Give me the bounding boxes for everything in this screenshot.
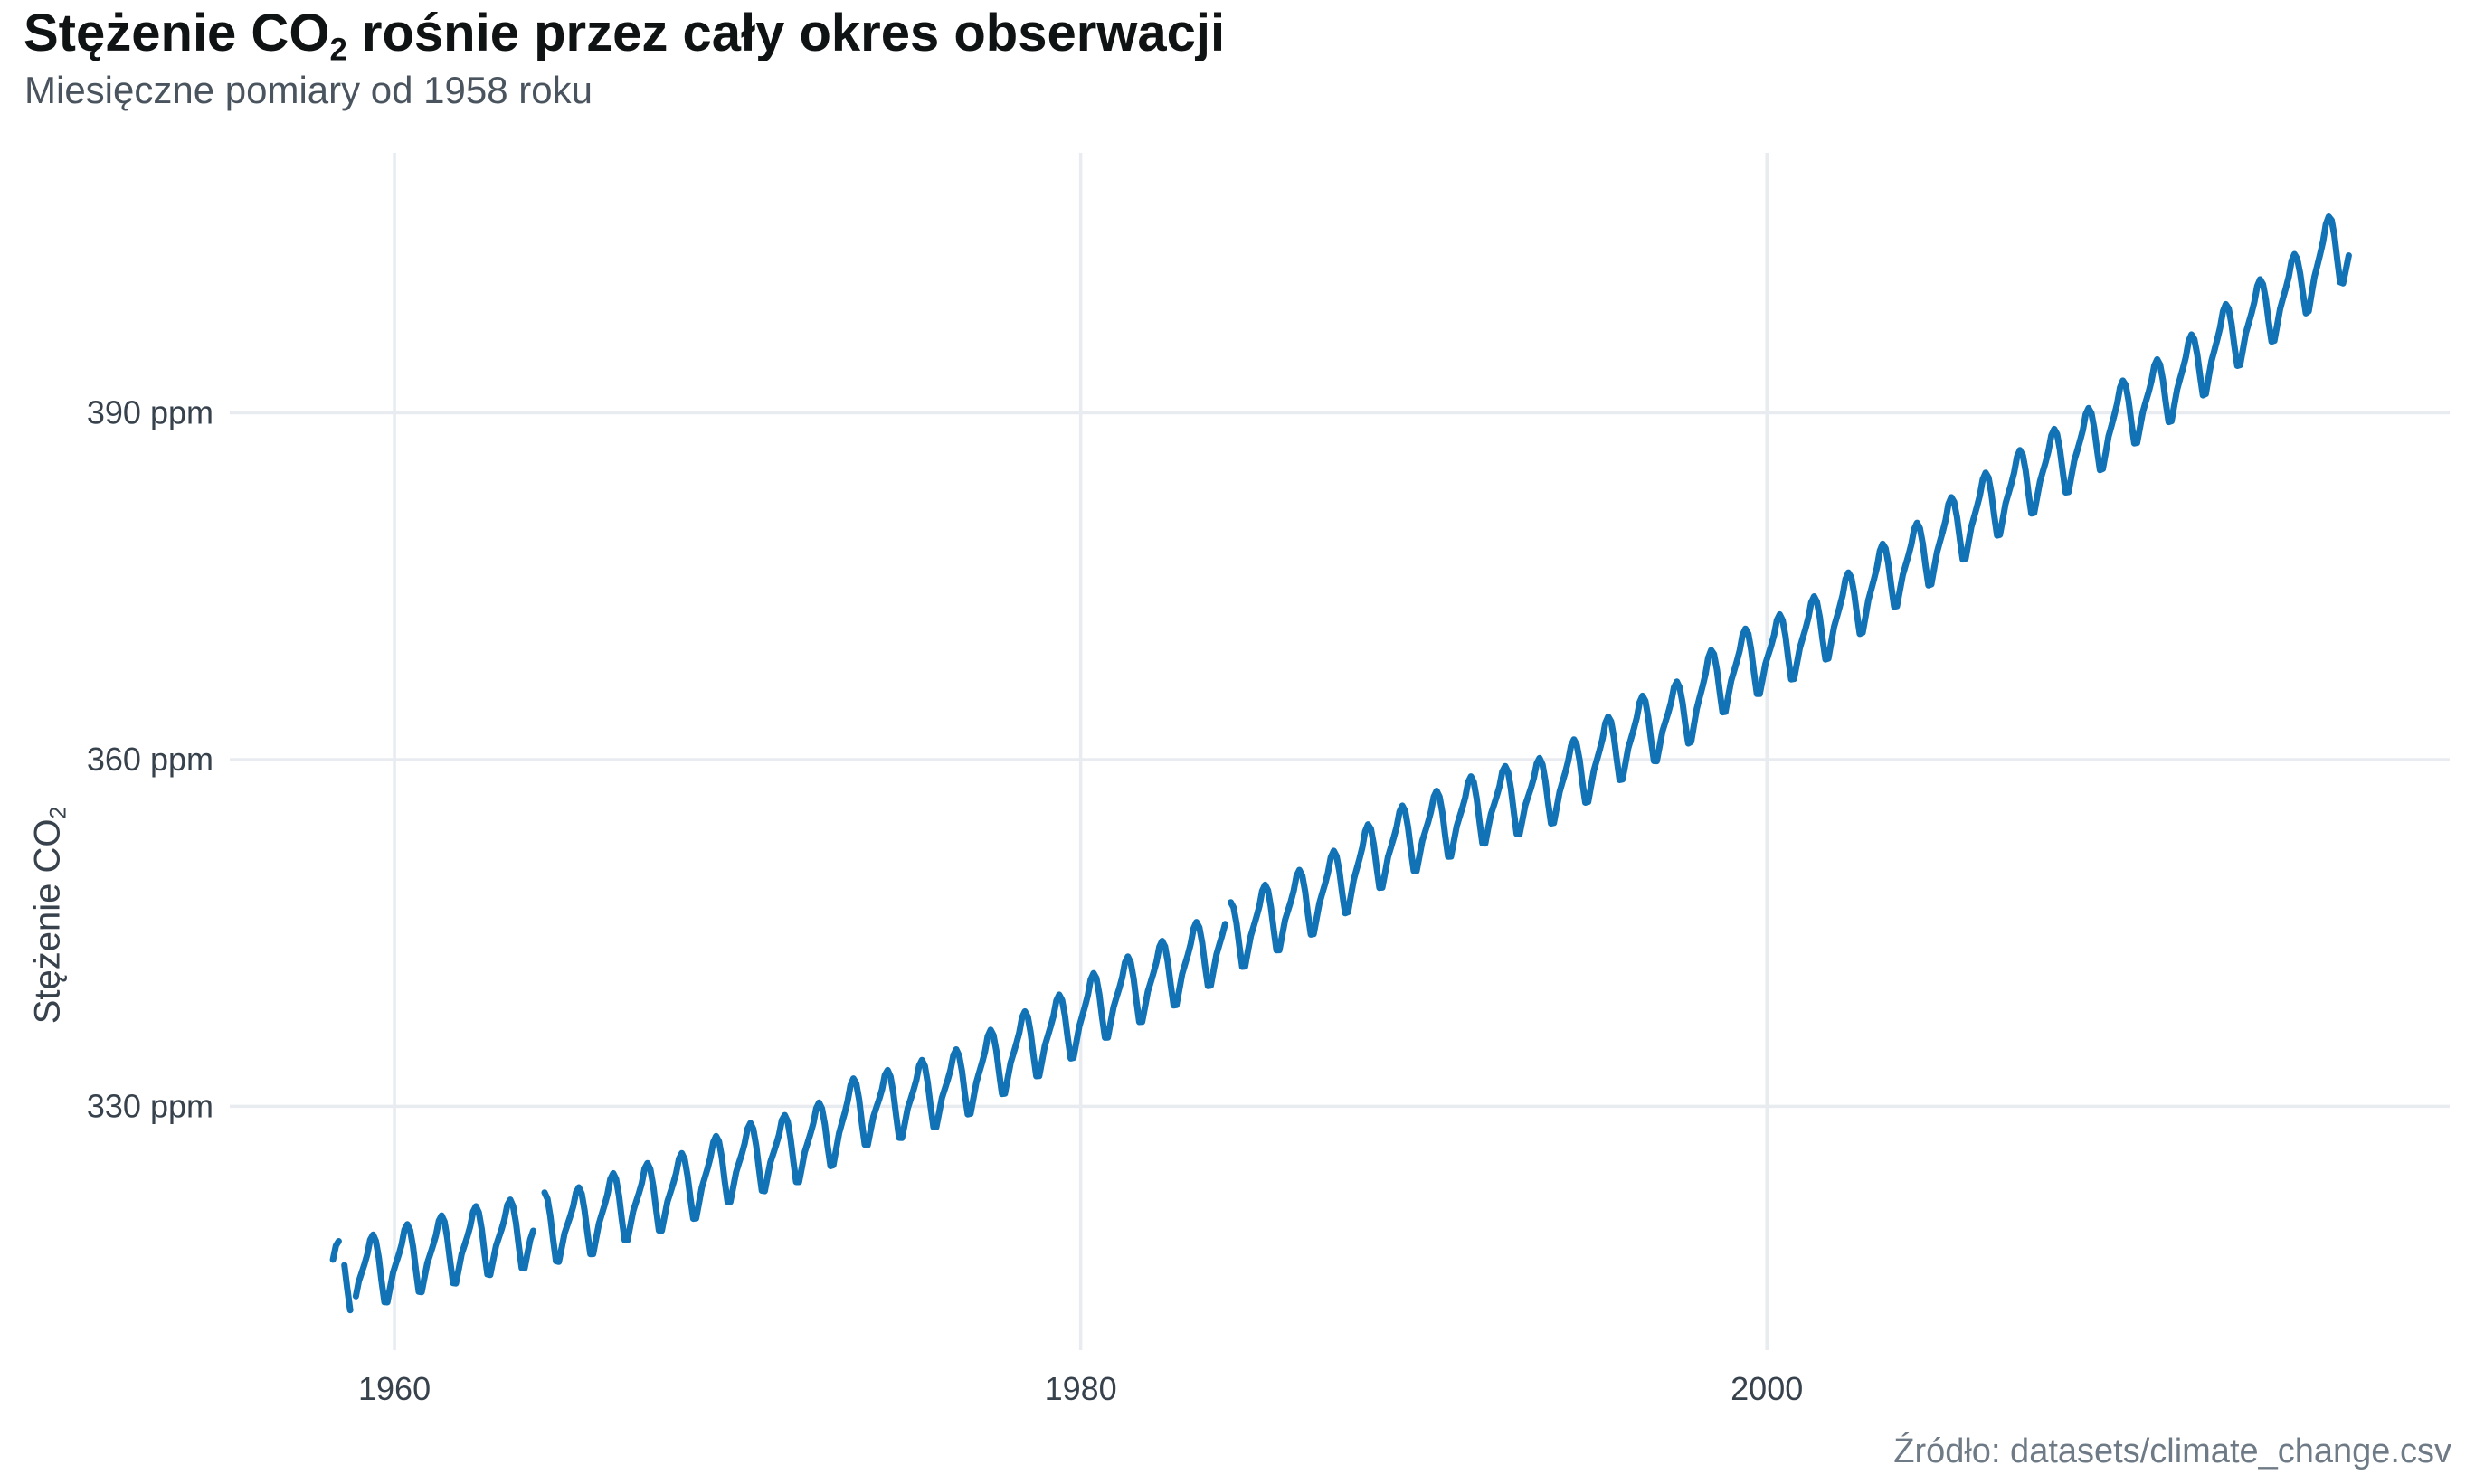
x-tick-label: 2000 — [1731, 1370, 1803, 1407]
co2-series-line — [329, 213, 2352, 1314]
x-tick-label: 1960 — [358, 1370, 431, 1407]
y-tick-label: 390 ppm — [87, 394, 213, 431]
y-tick-label: 360 ppm — [87, 741, 213, 778]
chart-title-text: Stężenie CO — [24, 4, 330, 62]
y-axis-title: Stężenie CO2 — [27, 807, 71, 1025]
y-axis-title-subscript: 2 — [46, 806, 71, 819]
source-note: Źródło: datasets/climate_change.csv — [1893, 1432, 2451, 1470]
y-axis-title-text: Stężenie CO — [27, 818, 68, 1025]
y-tick-label: 330 ppm — [87, 1087, 213, 1124]
chart-subtitle: Miesięczne pomiary od 1958 roku — [24, 69, 593, 111]
x-tick-label: 1980 — [1045, 1370, 1117, 1407]
chart-title: Stężenie CO2 rośnie przez cały okres obs… — [24, 4, 1225, 68]
chart-title-text-cont: rośnie przez cały okres obserwacji — [346, 4, 1226, 62]
chart-title-subscript: 2 — [329, 32, 347, 68]
